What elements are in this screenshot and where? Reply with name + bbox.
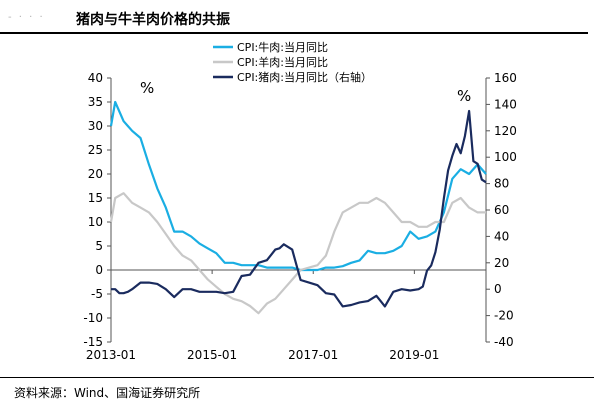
chart-axes: -15 -10 -5 0 5 10 15 20 25 30 35 40 -40 -20 0 20 40 60 80 1… (83, 71, 517, 362)
source-note: 资料来源：Wind、国海证券研究所 (14, 386, 201, 400)
footer-divider (0, 377, 594, 378)
chart-series (109, 100, 487, 315)
left-axis-tick-label: 10 (88, 215, 103, 229)
left-axis-tick-label: 15 (88, 191, 103, 205)
x-axis-tick-label: 2013-01 (86, 348, 136, 362)
right-axis-tick-label: 80 (494, 177, 509, 191)
legend-label-1: CPI:牛肉:当月同比 (237, 40, 328, 54)
right-axis-tick-label: 120 (494, 124, 517, 138)
legend-label-2: CPI:羊肉:当月同比 (237, 55, 328, 69)
left-axis-tick-label: 25 (88, 143, 103, 157)
title-decoration: - · · · (8, 12, 45, 23)
legend-label-3: CPI:猪肉:当月同比（右轴） (237, 70, 372, 84)
right-axis-tick-label: 0 (494, 282, 502, 296)
series-line-1 (109, 100, 487, 272)
x-axis-tick-label: 2019-01 (389, 348, 439, 362)
right-axis-tick-label: -40 (494, 335, 514, 349)
left-axis-tick-label: 20 (88, 167, 103, 181)
chart-canvas: -15 -10 -5 0 5 10 15 20 25 30 35 40 -40 -20 0 20 40 60 80 1… (83, 40, 517, 362)
chart-title: 猪肉与牛羊肉价格的共振 (76, 12, 230, 28)
series-line-3 (111, 109, 487, 308)
right-axis-unit-label: % (457, 87, 471, 105)
series-line-2 (109, 192, 486, 315)
right-axis-tick-label: 60 (494, 203, 509, 217)
left-axis-tick-label: 30 (88, 119, 103, 133)
x-axis-tick-label: 2015-01 (187, 348, 237, 362)
right-axis-tick-label: -20 (494, 309, 514, 323)
right-axis-tick-label: 140 (494, 97, 517, 111)
left-axis-tick-label: 0 (95, 263, 103, 277)
left-axis-tick-label: -10 (83, 311, 103, 325)
right-axis-tick-label: 100 (494, 150, 517, 164)
title-divider (0, 32, 588, 34)
left-axis-tick-label: -5 (91, 287, 103, 301)
x-axis-tick-label: 2017-01 (288, 348, 338, 362)
left-axis-tick-label: 35 (88, 95, 103, 109)
right-axis-tick-label: 160 (494, 71, 517, 85)
left-axis-unit-label: % (140, 79, 154, 97)
right-axis-tick-label: 40 (494, 229, 509, 243)
right-axis-tick-label: 20 (494, 256, 509, 270)
title-bar: - · · · 猪肉与牛羊肉价格的共振 (6, 6, 588, 32)
left-axis-tick-label: 40 (88, 71, 103, 85)
left-axis-tick-label: 5 (95, 239, 103, 253)
left-axis-tick-label: -15 (83, 335, 103, 349)
